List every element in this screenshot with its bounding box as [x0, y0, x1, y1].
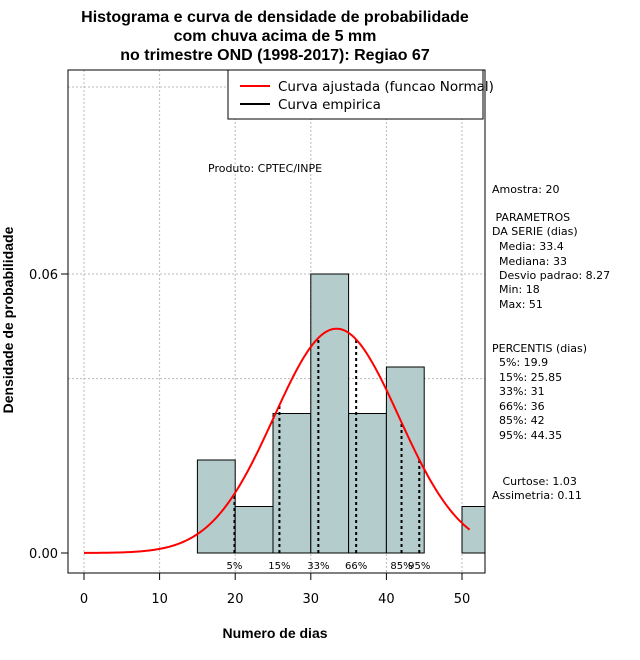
- stats-parametros-title-2: DA SERIE (dias): [492, 225, 578, 238]
- chart-title: Histograma e curva de densidade de proba…: [81, 9, 469, 64]
- percentile-lines: [233, 337, 421, 553]
- title-line-1: Histograma e curva de densidade de proba…: [81, 9, 469, 26]
- stats-min: Min: 18: [492, 283, 540, 296]
- x-axis: 0 10 20 30 40 50: [80, 572, 471, 607]
- histogram-bar-0: [196, 459, 236, 554]
- stats-assimetria: Assimetria: 0.11: [492, 489, 582, 502]
- x-tick-label: 50: [454, 592, 471, 607]
- legend-label-fit: Curva ajustada (funcao Normal): [278, 79, 494, 95]
- x-tick-label: 0: [80, 592, 88, 607]
- stats-p5: 5%: 19.9: [492, 356, 548, 369]
- percentile-label-4: 85%: [390, 561, 412, 572]
- percentile-label-1: 15%: [268, 561, 290, 572]
- x-tick-label: 30: [303, 592, 320, 607]
- y-tick-label: 0.06: [29, 268, 58, 283]
- title-line-3: no trimestre OND (1998-2017): Regiao 67: [120, 47, 430, 64]
- stats-max: Max: 51: [492, 298, 543, 311]
- stats-amostra: Amostra: 20: [492, 183, 559, 196]
- histogram-bars: [196, 273, 486, 554]
- percentile-labels: 5% 15% 33% 66% 85%95%: [227, 561, 431, 572]
- stats-panel: Amostra: 20 PARAMETROS DA SERIE (dias) M…: [492, 183, 610, 502]
- percentile-label-2: 33%: [307, 561, 329, 572]
- x-axis-label: Numero de dias: [222, 625, 327, 641]
- histogram-bar-3: [310, 273, 350, 554]
- product-annotation: Produto: CPTEC/INPE: [208, 162, 322, 175]
- normal-fit-curve: [83, 327, 471, 554]
- stats-p66: 66%: 36: [492, 400, 545, 413]
- y-axis: 0.00 0.06: [29, 268, 69, 562]
- y-tick-label: 0.00: [29, 547, 58, 562]
- stats-p15: 15%: 25.85: [492, 371, 562, 384]
- x-tick-label: 10: [151, 592, 168, 607]
- x-tick-label: 20: [227, 592, 244, 607]
- x-tick-label: 40: [378, 592, 395, 607]
- percentile-label-0: 5%: [227, 561, 243, 572]
- stats-media: Media: 33.4: [492, 240, 564, 253]
- histogram-bar-7: [461, 506, 486, 554]
- stats-p85: 85%: 42: [492, 414, 545, 427]
- stats-percentis-title: PERCENTIS (dias): [492, 342, 587, 355]
- stats-parametros-title-1: PARAMETROS: [492, 211, 570, 224]
- percentile-label-3: 66%: [345, 561, 367, 572]
- stats-curtose: Curtose: 1.03: [492, 475, 577, 488]
- legend-label-empirical: Curva empirica: [278, 97, 381, 113]
- percentile-label-5: 95%: [408, 561, 430, 572]
- legend: Curva ajustada (funcao Normal) Curva emp…: [227, 69, 494, 120]
- stats-p95: 95%: 44.35: [492, 429, 562, 442]
- legend-box: [227, 69, 484, 120]
- title-line-2: com chuva acima de 5 mm: [174, 28, 377, 45]
- histogram-bar-5: [385, 366, 425, 554]
- stats-desvio: Desvio padrao: 8.27: [492, 269, 610, 282]
- stats-p33: 33%: 31: [492, 385, 545, 398]
- histogram-bar-4: [348, 413, 387, 554]
- stats-mediana: Mediana: 33: [492, 255, 567, 268]
- histogram-bar-1: [234, 506, 274, 554]
- y-axis-label: Densidade de probabilidade: [0, 226, 16, 413]
